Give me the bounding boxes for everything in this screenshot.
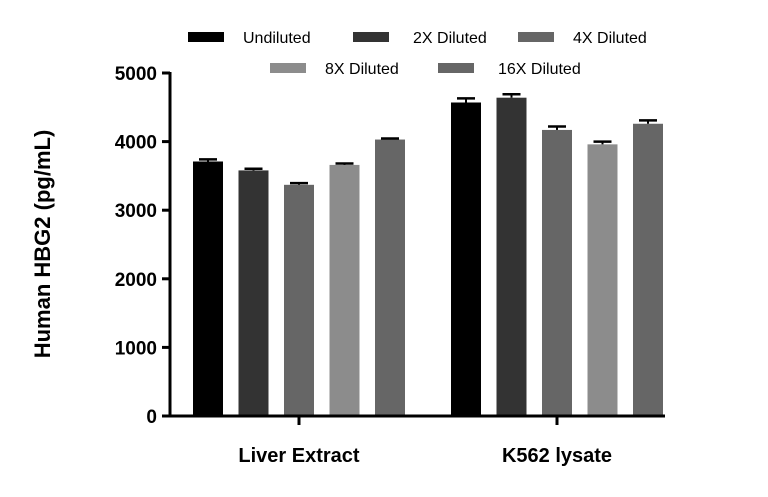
y-tick-label: 2000 bbox=[115, 270, 157, 291]
x-category-label: K562 lysate bbox=[502, 445, 612, 467]
legend-swatch bbox=[353, 32, 389, 42]
x-category-label: Liver Extract bbox=[238, 445, 360, 467]
x-axis: Liver Extract K562 lysate bbox=[168, 414, 665, 467]
legend-label: 2X Diluted bbox=[413, 30, 487, 47]
y-tick-label: 1000 bbox=[115, 338, 157, 359]
legend-item: 16X Diluted bbox=[438, 61, 581, 78]
legend-label: 4X Diluted bbox=[573, 30, 647, 47]
bar bbox=[193, 161, 223, 416]
legend: Undiluted 2X Diluted 4X Diluted 8X Diluted 1… bbox=[188, 30, 647, 78]
legend-swatch bbox=[438, 63, 474, 73]
bar bbox=[284, 184, 314, 416]
legend-label: 8X Diluted bbox=[325, 61, 399, 78]
bars bbox=[193, 93, 663, 417]
bar bbox=[451, 102, 481, 417]
y-tick-label: 5000 bbox=[115, 64, 157, 85]
legend-label: Undiluted bbox=[243, 30, 311, 47]
bar-group bbox=[193, 137, 405, 417]
y-axis: 0 1000 2000 3000 4000 5000 bbox=[115, 64, 172, 428]
legend-swatch bbox=[270, 63, 306, 73]
bar bbox=[238, 170, 269, 416]
bar bbox=[542, 129, 572, 417]
legend-item: 8X Diluted bbox=[270, 61, 399, 78]
bar bbox=[496, 97, 527, 417]
legend-swatch bbox=[188, 32, 224, 42]
y-axis-title: Human HBG2 (pg/mL) bbox=[30, 130, 55, 359]
legend-item: 2X Diluted bbox=[353, 30, 487, 47]
bar bbox=[587, 144, 618, 416]
legend-item: 4X Diluted bbox=[518, 30, 647, 47]
y-tick-label: 4000 bbox=[115, 133, 157, 154]
bar bbox=[633, 123, 663, 416]
y-tick-label: 3000 bbox=[115, 201, 157, 222]
bar-group bbox=[451, 93, 663, 417]
bar bbox=[375, 139, 405, 417]
legend-item: Undiluted bbox=[188, 30, 311, 47]
legend-swatch bbox=[518, 32, 554, 42]
bar bbox=[329, 164, 360, 416]
legend-label: 16X Diluted bbox=[498, 61, 581, 78]
y-tick-label: 0 bbox=[146, 407, 157, 428]
